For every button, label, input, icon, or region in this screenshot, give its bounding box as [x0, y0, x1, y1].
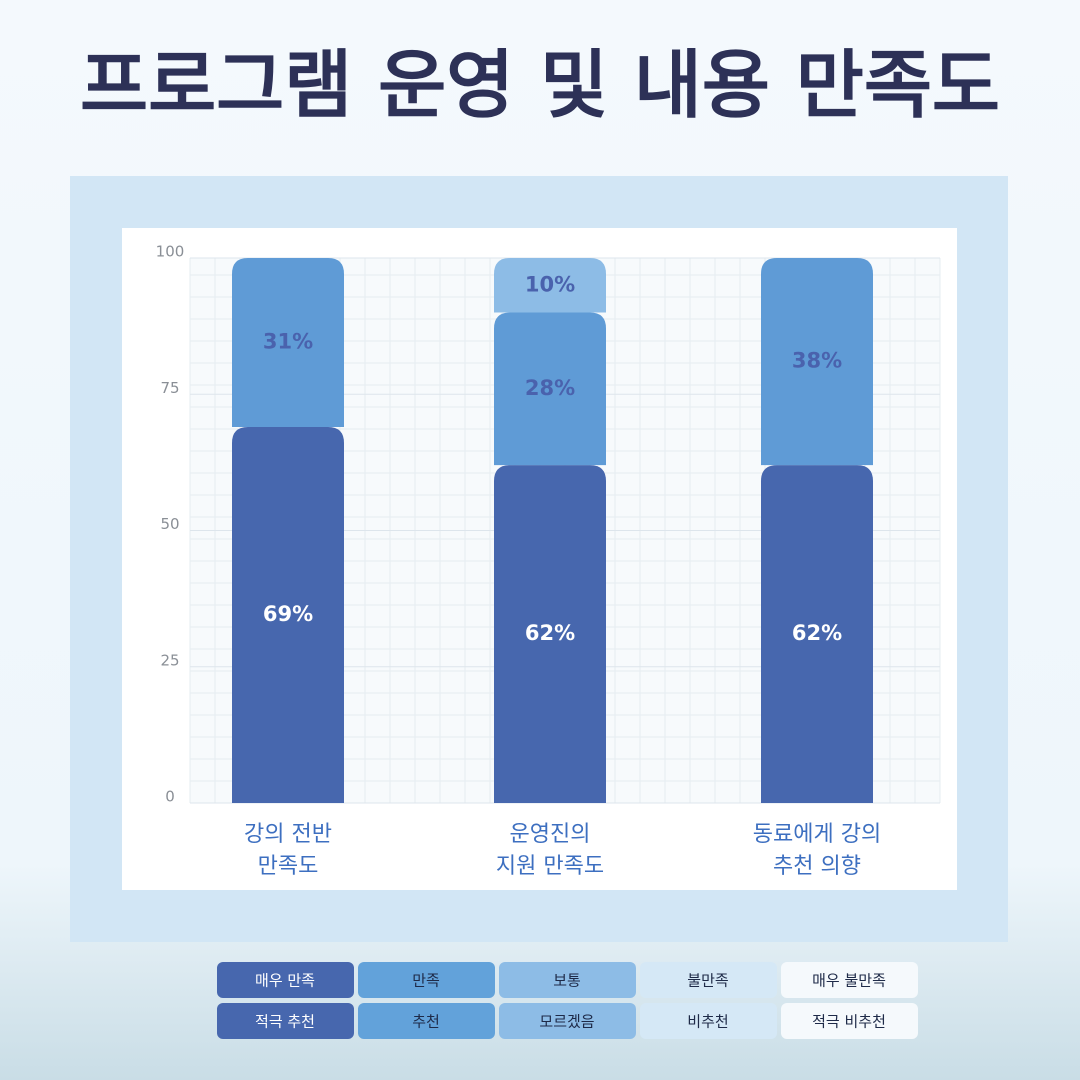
x-tick-label: 추천 의향 — [773, 854, 861, 879]
legend-label: 적극 추천 — [255, 1013, 315, 1031]
bar-segment — [232, 426, 344, 803]
x-tick-label: 운영진의 — [510, 822, 591, 847]
legend-swatch — [358, 962, 495, 998]
bar-segment — [494, 465, 606, 803]
value-label: 28% — [525, 376, 575, 400]
legend-label: 보통 — [553, 972, 581, 990]
legend-swatch — [640, 1003, 777, 1039]
legend-label: 모르겠음 — [539, 1013, 594, 1031]
y-tick-label: 50 — [160, 515, 179, 533]
legend-swatch — [499, 1003, 636, 1039]
legend-label: 추천 — [412, 1013, 440, 1031]
legend-swatch — [499, 962, 636, 998]
value-label: 62% — [525, 621, 575, 645]
value-label: 38% — [792, 349, 842, 373]
x-tick-label: 동료에게 강의 — [753, 822, 881, 847]
bar-segment — [761, 258, 873, 466]
bar-segment — [761, 465, 873, 803]
y-tick-label: 100 — [156, 243, 185, 261]
legend-label: 매우 불만족 — [812, 972, 886, 990]
x-tick-label: 강의 전반 — [244, 822, 332, 847]
bar-segment — [494, 312, 606, 466]
legend-swatch — [217, 962, 354, 998]
y-tick-label: 25 — [160, 651, 179, 669]
value-label: 62% — [792, 621, 842, 645]
legend-swatch — [217, 1003, 354, 1039]
x-tick-label: 만족도 — [258, 854, 319, 879]
legend-swatch — [781, 1003, 918, 1039]
legend-label: 적극 비추천 — [812, 1013, 886, 1031]
y-tick-label: 0 — [165, 788, 175, 806]
legend-swatch — [781, 962, 918, 998]
x-tick-label: 지원 만족도 — [496, 854, 604, 879]
value-label: 69% — [263, 602, 313, 626]
chart-title: 프로그램 운영 및 내용 만족도 — [80, 43, 1000, 129]
y-tick-label: 75 — [160, 379, 179, 397]
legend-swatch — [640, 962, 777, 998]
bar-segment — [494, 258, 606, 313]
value-label: 31% — [263, 329, 313, 353]
legend-swatch — [358, 1003, 495, 1039]
legend-label: 매우 만족 — [255, 972, 315, 990]
legend-label: 비추천 — [687, 1013, 728, 1031]
value-label: 10% — [525, 272, 575, 296]
legend-label: 만족 — [412, 972, 440, 990]
bar-segment — [232, 258, 344, 427]
legend-label: 불만족 — [687, 972, 729, 990]
